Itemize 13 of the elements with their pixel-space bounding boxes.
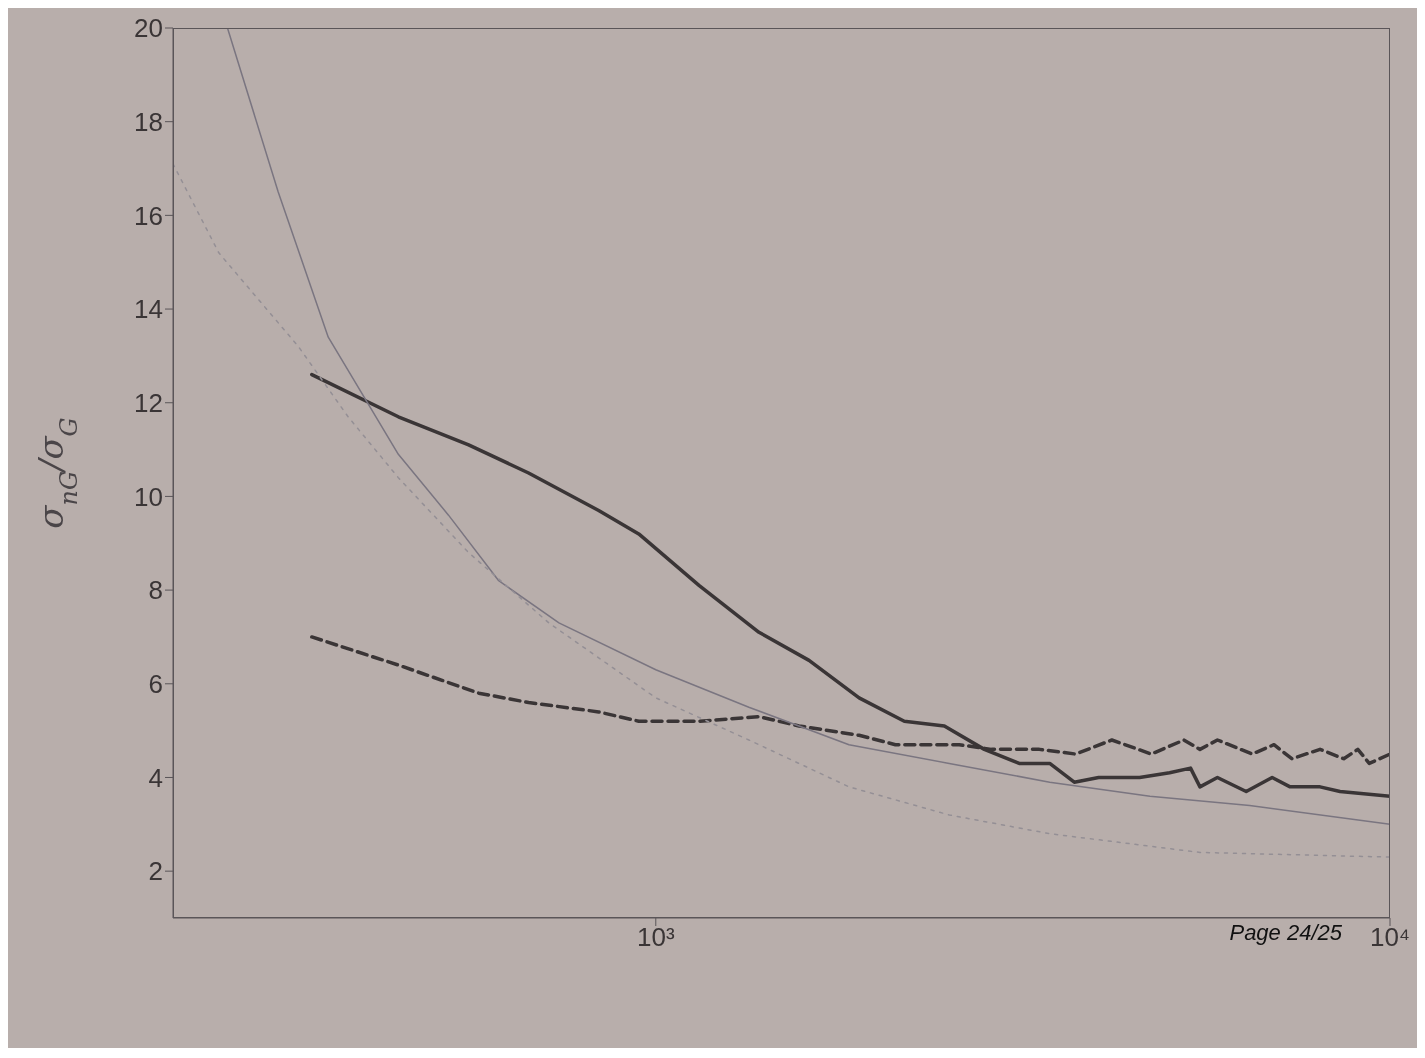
y-tick-label: 4 <box>148 762 163 793</box>
y-tick-label: 20 <box>134 13 163 44</box>
y-tick-label: 8 <box>148 575 163 606</box>
y-tick-label: 18 <box>134 106 163 137</box>
y-tick-label: 2 <box>148 856 163 887</box>
y-tick-label: 10 <box>134 481 163 512</box>
y-tick-label: 12 <box>134 387 163 418</box>
y-tick-label: 6 <box>148 669 163 700</box>
y-tick-label: 16 <box>134 200 163 231</box>
y-tick-label: 14 <box>134 294 163 325</box>
text: Page 24/25 <box>1229 920 1342 946</box>
x-tick-label: 10⁴ <box>1369 922 1411 953</box>
x-tick-label: 10³ <box>637 922 675 953</box>
